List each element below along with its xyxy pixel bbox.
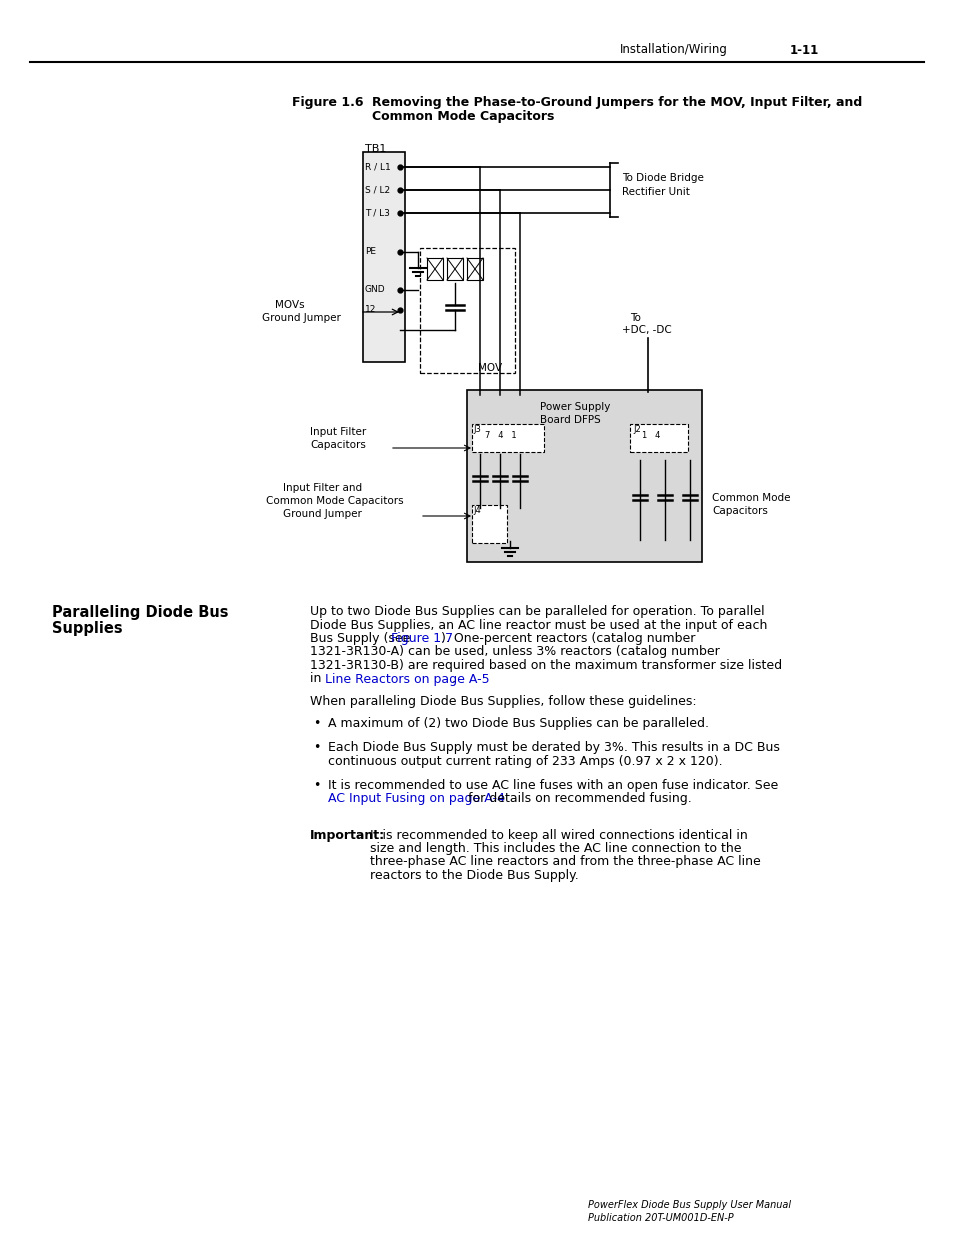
Text: 1   4: 1 4: [641, 431, 659, 441]
Text: Common Mode Capacitors: Common Mode Capacitors: [372, 110, 554, 124]
Text: Bus Supply (see: Bus Supply (see: [310, 632, 414, 645]
Text: Paralleling Diode Bus: Paralleling Diode Bus: [52, 605, 229, 620]
Text: Rectifier Unit: Rectifier Unit: [621, 186, 689, 198]
Text: •: •: [313, 778, 320, 792]
Text: Ground Jumper: Ground Jumper: [283, 509, 361, 519]
Text: Supplies: Supplies: [52, 621, 123, 636]
Text: Important:: Important:: [310, 829, 385, 841]
Bar: [363, 152, 405, 362]
Text: 1-11: 1-11: [789, 43, 819, 57]
Text: for details on recommended fusing.: for details on recommended fusing.: [464, 792, 691, 805]
Text: MOVs: MOVs: [274, 300, 304, 310]
Text: 7   4   1: 7 4 1: [484, 431, 517, 441]
Text: 1321-3R130-A) can be used, unless 3% reactors (catalog number: 1321-3R130-A) can be used, unless 3% rea…: [310, 646, 719, 658]
Text: When paralleling Diode Bus Supplies, follow these guidelines:: When paralleling Diode Bus Supplies, fol…: [310, 694, 696, 708]
Text: Common Mode Capacitors: Common Mode Capacitors: [266, 496, 403, 506]
Text: +DC, -DC: +DC, -DC: [621, 325, 671, 335]
Text: reactors to the Diode Bus Supply.: reactors to the Diode Bus Supply.: [370, 869, 578, 882]
Text: continuous output current rating of 233 Amps (0.97 x 2 x 120).: continuous output current rating of 233 …: [328, 755, 721, 768]
Text: •: •: [313, 741, 320, 755]
Text: It is recommended to use AC line fuses with an open fuse indicator. See: It is recommended to use AC line fuses w…: [328, 778, 778, 792]
Text: PE: PE: [365, 247, 375, 257]
Text: R / L1: R / L1: [365, 163, 391, 172]
Text: Capacitors: Capacitors: [711, 506, 767, 516]
Text: T / L3: T / L3: [365, 209, 390, 217]
Text: TB1: TB1: [365, 144, 386, 154]
Text: 1321-3R130-B) are required based on the maximum transformer size listed: 1321-3R130-B) are required based on the …: [310, 659, 781, 672]
Bar: [447, 258, 462, 280]
Text: Diode Bus Supplies, an AC line reactor must be used at the input of each: Diode Bus Supplies, an AC line reactor m…: [310, 619, 766, 631]
Text: Figure 1.6: Figure 1.6: [292, 96, 363, 109]
Bar: [467, 258, 482, 280]
Text: AC Input Fusing on page A-4: AC Input Fusing on page A-4: [328, 792, 504, 805]
Text: J3: J3: [473, 425, 480, 433]
Text: A maximum of (2) two Diode Bus Supplies can be paralleled.: A maximum of (2) two Diode Bus Supplies …: [328, 716, 708, 730]
Text: size and length. This includes the AC line connection to the: size and length. This includes the AC li…: [370, 842, 740, 855]
Text: J2: J2: [633, 425, 640, 433]
Text: J4: J4: [473, 506, 480, 515]
Text: Ground Jumper: Ground Jumper: [262, 312, 340, 324]
Bar: [629, 424, 687, 452]
Text: Publication 20T-UM001D-EN-P: Publication 20T-UM001D-EN-P: [587, 1213, 733, 1223]
Text: To Diode Bridge: To Diode Bridge: [621, 173, 703, 183]
Text: Figure 1.7: Figure 1.7: [391, 632, 453, 645]
Bar: [472, 424, 543, 452]
Bar: [472, 505, 506, 543]
Text: GND: GND: [365, 285, 385, 294]
Text: Line Reactors on page A-5: Line Reactors on page A-5: [325, 673, 489, 685]
Text: PowerFlex Diode Bus Supply User Manual: PowerFlex Diode Bus Supply User Manual: [587, 1200, 790, 1210]
Text: •: •: [313, 716, 320, 730]
Text: Removing the Phase-to-Ground Jumpers for the MOV, Input Filter, and: Removing the Phase-to-Ground Jumpers for…: [372, 96, 862, 109]
Text: Power Supply: Power Supply: [539, 403, 610, 412]
Text: .: .: [451, 673, 455, 685]
Text: three-phase AC line reactors and from the three-phase AC line: three-phase AC line reactors and from th…: [370, 856, 760, 868]
Text: MOV: MOV: [477, 363, 501, 373]
Bar: [419, 248, 515, 373]
Text: Capacitors: Capacitors: [310, 440, 366, 450]
Text: Up to two Diode Bus Supplies can be paralleled for operation. To parallel: Up to two Diode Bus Supplies can be para…: [310, 605, 763, 618]
Text: Each Diode Bus Supply must be derated by 3%. This results in a DC Bus: Each Diode Bus Supply must be derated by…: [328, 741, 779, 755]
Text: ). One-percent reactors (catalog number: ). One-percent reactors (catalog number: [441, 632, 695, 645]
Text: in: in: [310, 673, 325, 685]
Bar: [427, 258, 442, 280]
Text: Board DFPS: Board DFPS: [539, 415, 600, 425]
Text: Common Mode: Common Mode: [711, 493, 790, 503]
Text: 12: 12: [365, 305, 376, 315]
Text: It is recommended to keep all wired connections identical in: It is recommended to keep all wired conn…: [370, 829, 747, 841]
Text: Input Filter: Input Filter: [310, 427, 366, 437]
Text: S / L2: S / L2: [365, 185, 390, 194]
Text: To: To: [629, 312, 640, 324]
Bar: [467, 390, 701, 562]
Text: Installation/Wiring: Installation/Wiring: [619, 43, 727, 57]
Text: Input Filter and: Input Filter and: [283, 483, 362, 493]
